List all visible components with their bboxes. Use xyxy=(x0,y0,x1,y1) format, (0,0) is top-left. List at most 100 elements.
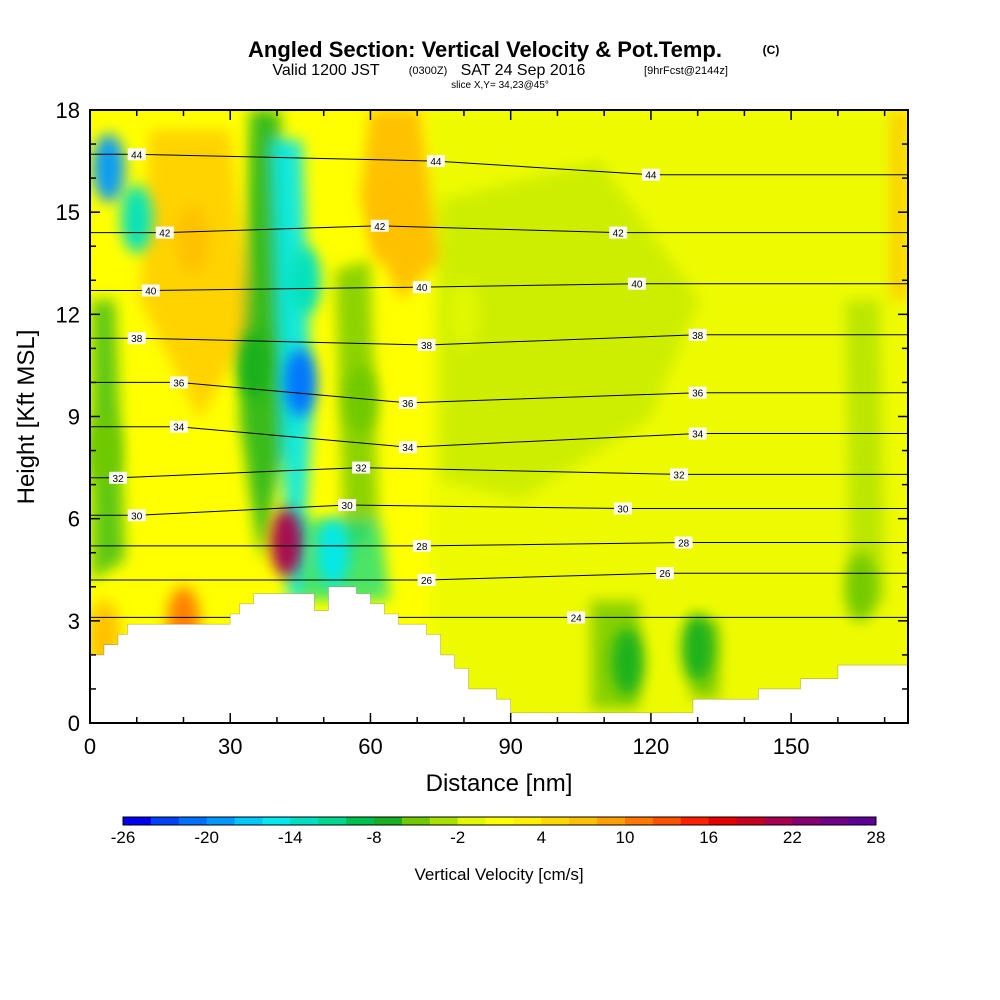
subtitle-forecast: [9hrFcst@2144z] xyxy=(644,65,728,77)
velocity-core-4 xyxy=(289,246,322,315)
colorbar-swatch-11 xyxy=(429,817,459,825)
svg-text:28: 28 xyxy=(416,542,428,553)
colorbar-swatch-0 xyxy=(123,817,152,825)
colorbar-swatch-12 xyxy=(457,817,487,825)
svg-text:26: 26 xyxy=(421,576,433,587)
theta-label-38-1: 38 xyxy=(417,338,436,352)
theta-label-40-0: 40 xyxy=(141,284,160,297)
theta-label-30-1: 30 xyxy=(338,499,357,512)
subtitle-utc: (0300Z) xyxy=(409,65,448,77)
y-axis-label: Height [Kft MSL] xyxy=(13,330,40,505)
theta-label-36-0: 36 xyxy=(169,376,188,389)
svg-text:36: 36 xyxy=(692,389,704,400)
y-tick-label-3: 3 xyxy=(68,609,80,634)
theta-label-38-2: 38 xyxy=(688,328,707,342)
colorbar-swatch-15 xyxy=(541,817,570,825)
theta-label-28-0: 28 xyxy=(412,539,431,553)
svg-text:42: 42 xyxy=(613,229,625,240)
colorbar-swatch-23 xyxy=(764,817,793,825)
theta-label-40-2: 40 xyxy=(627,277,646,291)
svg-text:32: 32 xyxy=(356,464,368,475)
chart-title: Angled Section: Vertical Velocity & Pot.… xyxy=(248,37,722,62)
theta-label-30-2: 30 xyxy=(613,502,632,515)
theta-label-34-0: 34 xyxy=(169,420,188,434)
svg-text:38: 38 xyxy=(692,331,704,342)
svg-text:32: 32 xyxy=(673,470,685,481)
velocity-band-orange-west xyxy=(140,130,250,420)
svg-text:40: 40 xyxy=(145,286,157,297)
colorbar-swatch-26 xyxy=(848,817,877,825)
y-tick-label-18: 18 xyxy=(56,98,80,123)
colorbar-tick--26: -26 xyxy=(111,828,136,847)
colorbar-swatch-24 xyxy=(792,817,821,825)
colorbar-swatch-20 xyxy=(680,817,710,825)
svg-text:42: 42 xyxy=(374,222,386,233)
svg-text:34: 34 xyxy=(692,430,704,441)
svg-text:42: 42 xyxy=(159,229,171,240)
theta-label-34-1: 34 xyxy=(398,441,417,454)
x-tick-label-150: 150 xyxy=(773,734,810,759)
x-tick-label-120: 120 xyxy=(633,734,670,759)
velocity-core-6 xyxy=(270,508,303,577)
colorbar-tick--20: -20 xyxy=(194,828,219,847)
x-tick-label-30: 30 xyxy=(218,734,242,759)
colorbar-swatch-4 xyxy=(234,817,263,825)
colorbar-swatch-8 xyxy=(346,817,375,825)
colorbar-swatch-21 xyxy=(708,817,738,825)
theta-label-44-1: 44 xyxy=(426,155,445,168)
svg-text:34: 34 xyxy=(402,443,414,454)
colorbar-swatch-17 xyxy=(597,817,626,825)
y-tick-label-12: 12 xyxy=(56,302,80,327)
chart-subtitle: Valid 1200 JST (0300Z) SAT 24 Sep 2016 [… xyxy=(272,62,728,79)
velocity-core-11 xyxy=(345,365,378,434)
velocity-core-0 xyxy=(92,133,125,202)
colorbar-swatch-18 xyxy=(625,817,654,825)
x-tick-label-60: 60 xyxy=(358,734,382,759)
colorbar-swatch-14 xyxy=(513,817,542,825)
plot-frame xyxy=(89,109,909,724)
x-tick-label-90: 90 xyxy=(498,734,522,759)
theta-label-42-0: 42 xyxy=(155,226,174,240)
colorbar-swatch-9 xyxy=(374,817,403,825)
theta-contour-28 xyxy=(90,542,908,547)
velocity-core-5 xyxy=(317,518,350,587)
colorbar-tick-22: 22 xyxy=(783,828,802,847)
theta-label-32-1: 32 xyxy=(352,461,371,475)
colorbar-swatch-25 xyxy=(820,817,849,825)
colorbar-tick--8: -8 xyxy=(366,828,381,847)
colorbar-tick--14: -14 xyxy=(278,828,303,847)
y-tick-label-6: 6 xyxy=(68,507,80,532)
colorbar-swatch-13 xyxy=(485,817,514,825)
velocity-band-green-far-east xyxy=(845,300,885,620)
velocity-band-orange-east-edge xyxy=(890,110,908,300)
svg-text:36: 36 xyxy=(173,378,185,389)
velocity-core-13 xyxy=(611,627,644,696)
colorbar: -26 -20 -14 -8 -2 4 10 16 22 28 xyxy=(111,816,886,847)
terrain-outline xyxy=(90,586,908,714)
colorbar-swatch-6 xyxy=(290,817,319,825)
chart-slice-info: slice X,Y= 34,23@45° xyxy=(451,80,549,91)
velocity-band-orange-center xyxy=(360,110,440,300)
y-tick-label-0: 0 xyxy=(68,711,80,736)
theta-contour-26 xyxy=(90,572,908,581)
svg-text:36: 36 xyxy=(402,399,414,410)
theta-label-26-0: 26 xyxy=(417,573,436,587)
velocity-core-3 xyxy=(284,348,317,417)
theta-label-44-2: 44 xyxy=(641,168,660,182)
theta-label-26-1: 26 xyxy=(655,567,674,580)
velocity-band-green-upper-east xyxy=(440,160,700,500)
theta-label-32-2: 32 xyxy=(669,468,688,481)
svg-text:38: 38 xyxy=(421,341,433,352)
colorbar-tick-28: 28 xyxy=(867,828,886,847)
y-tick-label-15: 15 xyxy=(56,200,80,225)
theta-label-42-2: 42 xyxy=(609,226,628,240)
x-tick-label-0: 0 xyxy=(84,734,96,759)
theta-label-32-0: 32 xyxy=(109,471,128,485)
svg-text:40: 40 xyxy=(416,283,428,294)
theta-label-28-1: 28 xyxy=(674,536,693,550)
svg-text:26: 26 xyxy=(659,569,671,580)
velocity-core-12 xyxy=(447,280,480,349)
theta-label-36-1: 36 xyxy=(398,396,417,410)
colorbar-swatch-16 xyxy=(569,817,598,825)
